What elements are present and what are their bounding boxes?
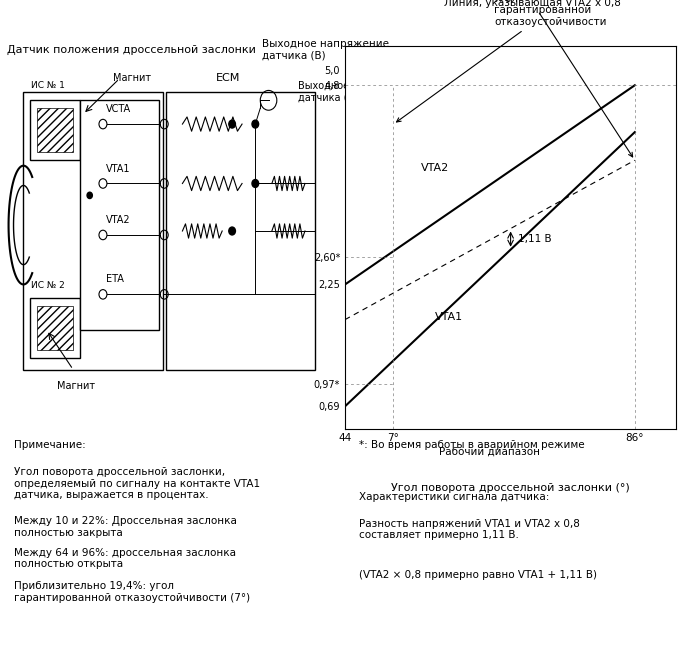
Text: Выходное напряжение
датчика (В): Выходное напряжение датчика (В): [262, 38, 389, 60]
Text: VTA2: VTA2: [421, 163, 449, 173]
Bar: [80, 100, 159, 330]
Text: Между 64 и 96%: дроссельная заслонка
полностью открыта: Между 64 и 96%: дроссельная заслонка пол…: [14, 548, 236, 570]
Bar: [166, 92, 315, 370]
Circle shape: [252, 180, 259, 187]
Text: VTA2: VTA2: [106, 215, 131, 225]
Bar: [30, 298, 80, 358]
Text: 1,11 В: 1,11 В: [518, 234, 551, 244]
Text: Рабочий диапазон: Рабочий диапазон: [440, 446, 540, 456]
Text: ETA: ETA: [106, 275, 124, 284]
Circle shape: [229, 120, 235, 128]
Bar: [37, 108, 73, 152]
Bar: [23, 92, 163, 370]
Text: Угол поворота дроссельной заслонки (°): Угол поворота дроссельной заслонки (°): [391, 482, 630, 492]
Text: Угол
гарантированной
отказоустойчивости: Угол гарантированной отказоустойчивости: [397, 0, 607, 122]
Text: *: Во время работы в аварийном режиме: *: Во время работы в аварийном режиме: [359, 440, 584, 450]
Text: Разность напряжений VTA1 и VTA2 х 0,8
составляет примерно 1,11 В.: Разность напряжений VTA1 и VTA2 х 0,8 со…: [359, 519, 580, 541]
Text: VTA1: VTA1: [106, 164, 131, 174]
Text: ИС № 1: ИС № 1: [31, 81, 65, 90]
Circle shape: [87, 192, 92, 199]
Bar: [37, 306, 73, 350]
Text: ECM: ECM: [215, 73, 240, 82]
Text: (VTA2 × 0,8 примерно равно VTA1 + 1,11 В): (VTA2 × 0,8 примерно равно VTA1 + 1,11 В…: [359, 570, 597, 580]
Text: Датчик положения дроссельной заслонки: Датчик положения дроссельной заслонки: [7, 45, 256, 55]
Circle shape: [252, 120, 259, 128]
Text: Между 10 и 22%: Дроссельная заслонка
полностью закрыта: Между 10 и 22%: Дроссельная заслонка пол…: [14, 516, 237, 538]
Text: ИС № 2: ИС № 2: [31, 281, 64, 290]
Text: Выходное напряжение
датчика (В): Выходное напряжение датчика (В): [298, 81, 417, 102]
Text: 86°: 86°: [626, 433, 644, 443]
Text: 7°: 7°: [387, 433, 400, 443]
Bar: [30, 100, 80, 160]
Text: VTA1: VTA1: [435, 312, 463, 321]
Text: Магнит: Магнит: [113, 73, 151, 82]
Text: Линия, указывающая VTA2 х 0,8: Линия, указывающая VTA2 х 0,8: [444, 0, 633, 157]
Text: Характеристики сигнала датчика:: Характеристики сигнала датчика:: [359, 492, 549, 502]
Text: Магнит: Магнит: [57, 381, 95, 391]
Text: Приблизительно 19,4%: угол
гарантированной отказоустойчивости (7°): Приблизительно 19,4%: угол гарантированн…: [14, 581, 250, 603]
Circle shape: [229, 227, 235, 235]
Text: Примечание:: Примечание:: [14, 440, 86, 450]
Text: 44: 44: [338, 433, 352, 443]
Text: VCTA: VCTA: [106, 104, 131, 114]
Text: Угол поворота дроссельной заслонки,
определяемый по сигналу на контакте VTA1
дат: Угол поворота дроссельной заслонки, опре…: [14, 467, 260, 500]
